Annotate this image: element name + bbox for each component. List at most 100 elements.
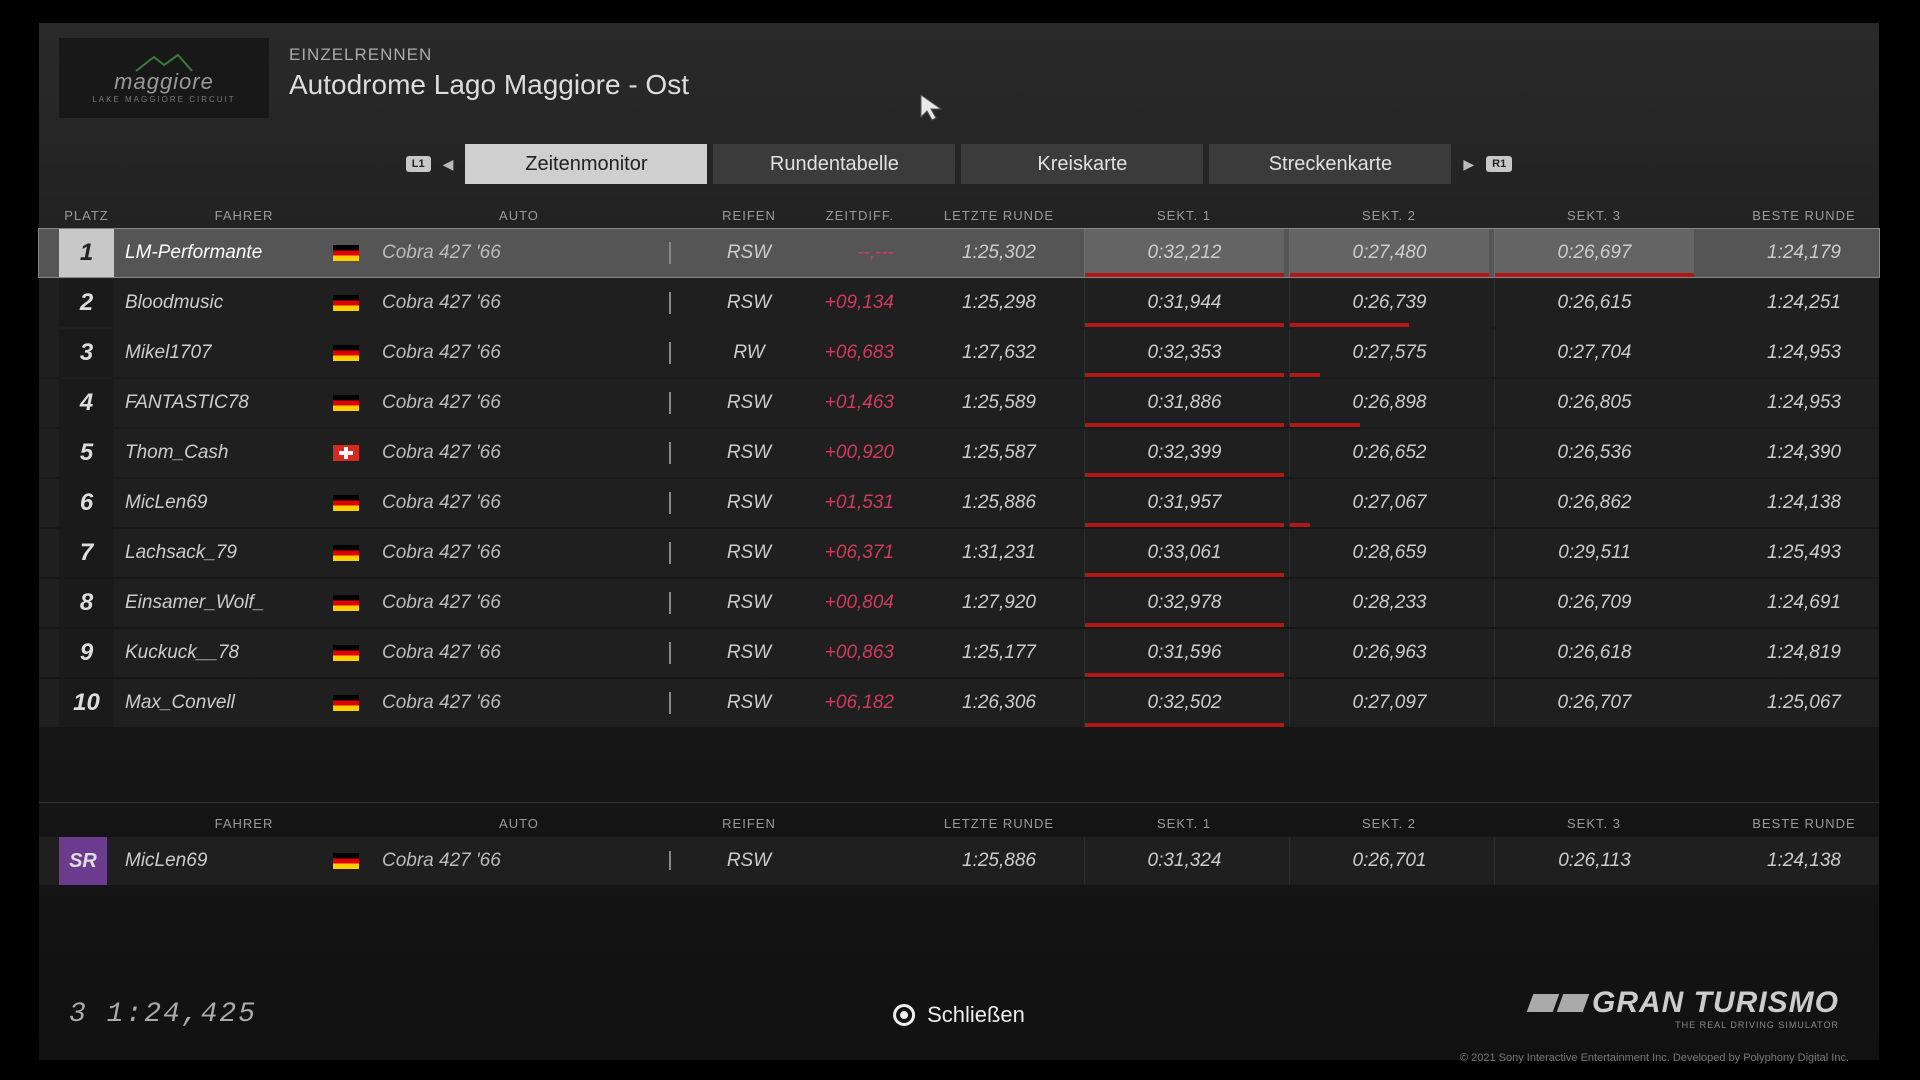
bestlap-cell: 1:24,390	[1699, 442, 1909, 464]
player-car: Cobra 427 '66	[374, 850, 664, 872]
tire-cell: RSW	[709, 242, 789, 264]
pcol-driver: FAHRER	[119, 816, 369, 831]
color-swatch	[669, 692, 671, 714]
table-row[interactable]: 5 Thom_Cash Cobra 427 '66 RSW +00,920 1:…	[39, 429, 1879, 477]
tab-2[interactable]: Kreiskarte	[961, 144, 1203, 184]
color-swatch	[669, 642, 671, 664]
sector1-cell: 0:31,596	[1084, 629, 1284, 677]
lastlap-cell: 1:25,177	[919, 642, 1079, 664]
sector2-cell: 0:26,739	[1289, 279, 1489, 327]
table-row[interactable]: 2 Bloodmusic Cobra 427 '66 RSW +09,134 1…	[39, 279, 1879, 327]
bumper-right-icon[interactable]: R1	[1486, 156, 1512, 172]
sector1-cell: 0:32,399	[1084, 429, 1284, 477]
flag-icon	[333, 545, 359, 561]
table-row[interactable]: 7 Lachsack_79 Cobra 427 '66 RSW +06,371 …	[39, 529, 1879, 577]
lastlap-cell: 1:25,587	[919, 442, 1079, 464]
bestlap-cell: 1:24,138	[1699, 492, 1909, 514]
bestlap-cell: 1:24,953	[1699, 392, 1909, 414]
tab-0[interactable]: Zeitenmonitor	[465, 144, 707, 184]
table-row[interactable]: 8 Einsamer_Wolf_ Cobra 427 '66 RSW +00,8…	[39, 579, 1879, 627]
player-best: 1:24,138	[1699, 850, 1909, 872]
flag-icon	[333, 245, 359, 261]
table-header: PLATZ FAHRER AUTO REIFEN ZEITDIFF. LETZT…	[39, 201, 1879, 229]
pcol-last: LETZTE RUNDE	[919, 816, 1079, 831]
timediff-cell: +06,182	[794, 692, 914, 714]
sector1-cell: 0:31,886	[1084, 379, 1284, 427]
color-swatch	[669, 242, 671, 264]
col-last: LETZTE RUNDE	[919, 208, 1079, 223]
position-cell: 6	[59, 479, 114, 527]
lap-counter: 3 1:24,425	[69, 999, 257, 1030]
tab-3[interactable]: Streckenkarte	[1209, 144, 1451, 184]
sector1-cell: 0:31,957	[1084, 479, 1284, 527]
timediff-cell: +00,863	[794, 642, 914, 664]
pcol-car: AUTO	[374, 816, 664, 831]
position-cell: 7	[59, 529, 114, 577]
car-name: Cobra 427 '66	[374, 442, 664, 464]
col-driver: FAHRER	[119, 208, 369, 223]
table-row[interactable]: 1 LM-Performante Cobra 427 '66 RSW --,--…	[39, 229, 1879, 277]
player-table-header: FAHRER AUTO REIFEN LETZTE RUNDE SEKT. 1 …	[39, 809, 1879, 837]
timediff-cell: +00,804	[794, 592, 914, 614]
close-button[interactable]: Schließen	[893, 1002, 1025, 1028]
sector2-cell: 0:27,480	[1289, 229, 1489, 277]
tab-1[interactable]: Rundentabelle	[713, 144, 955, 184]
bumper-left-icon[interactable]: L1	[406, 156, 431, 172]
lastlap-cell: 1:25,298	[919, 292, 1079, 314]
tire-cell: RSW	[709, 492, 789, 514]
position-cell: 8	[59, 579, 114, 627]
table-row[interactable]: 3 Mikel1707 Cobra 427 '66 RW +06,683 1:2…	[39, 329, 1879, 377]
table-row[interactable]: 6 MicLen69 Cobra 427 '66 RSW +01,531 1:2…	[39, 479, 1879, 527]
close-icon	[893, 1004, 915, 1026]
tab-prev-icon[interactable]: ◀	[443, 156, 454, 173]
driver-name: Thom_Cash	[125, 442, 229, 464]
position-cell: 5	[59, 429, 114, 477]
car-name: Cobra 427 '66	[374, 642, 664, 664]
sector3-cell: 0:26,615	[1494, 279, 1694, 327]
logo-text: maggiore	[114, 69, 214, 95]
bestlap-cell: 1:24,179	[1699, 242, 1909, 264]
player-row[interactable]: SR MicLen69 Cobra 427 '66 RSW 1:25,886 0…	[39, 837, 1879, 885]
gt-logo: GRAN TURISMO THE REAL DRIVING SIMULATOR	[1530, 986, 1839, 1030]
bestlap-cell: 1:24,953	[1699, 342, 1909, 364]
table-row[interactable]: 10 Max_Convell Cobra 427 '66 RSW +06,182…	[39, 679, 1879, 727]
tire-cell: RSW	[709, 442, 789, 464]
close-label: Schließen	[927, 1002, 1025, 1028]
car-name: Cobra 427 '66	[374, 542, 664, 564]
player-driver-name: MicLen69	[125, 850, 207, 872]
gt-logo-text: GRAN TURISMO	[1592, 986, 1839, 1020]
timediff-cell: +09,134	[794, 292, 914, 314]
sector1-cell: 0:32,502	[1084, 679, 1284, 727]
color-swatch	[669, 542, 671, 564]
bestlap-cell: 1:25,493	[1699, 542, 1909, 564]
flag-icon	[333, 295, 359, 311]
color-swatch	[669, 592, 671, 614]
bestlap-cell: 1:25,067	[1699, 692, 1909, 714]
pcol-s2: SEKT. 2	[1289, 816, 1489, 831]
track-title: Autodrome Lago Maggiore - Ost	[289, 69, 689, 101]
col-best: BESTE RUNDE	[1699, 208, 1909, 223]
lastlap-cell: 1:26,306	[919, 692, 1079, 714]
tab-next-icon[interactable]: ▶	[1463, 156, 1474, 173]
position-cell: 10	[59, 679, 114, 727]
position-cell: 2	[59, 279, 114, 327]
pcol-s1: SEKT. 1	[1084, 816, 1284, 831]
sector3-cell: 0:26,709	[1494, 579, 1694, 627]
driver-name: Lachsack_79	[125, 542, 237, 564]
bestlap-cell: 1:24,819	[1699, 642, 1909, 664]
table-row[interactable]: 9 Kuckuck__78 Cobra 427 '66 RSW +00,863 …	[39, 629, 1879, 677]
lastlap-cell: 1:27,632	[919, 342, 1079, 364]
flag-icon	[333, 345, 359, 361]
sector2-cell: 0:27,067	[1289, 479, 1489, 527]
sector3-cell: 0:26,618	[1494, 629, 1694, 677]
driver-name: LM-Performante	[125, 242, 262, 264]
driver-name: FANTASTIC78	[125, 392, 249, 414]
driver-name: MicLen69	[125, 492, 207, 514]
pcol-s3: SEKT. 3	[1494, 816, 1694, 831]
sector3-cell: 0:26,536	[1494, 429, 1694, 477]
lastlap-cell: 1:25,589	[919, 392, 1079, 414]
timediff-cell: +00,920	[794, 442, 914, 464]
table-row[interactable]: 4 FANTASTIC78 Cobra 427 '66 RSW +01,463 …	[39, 379, 1879, 427]
copyright-text: © 2021 Sony Interactive Entertainment In…	[1460, 1052, 1849, 1064]
tire-cell: RSW	[709, 592, 789, 614]
